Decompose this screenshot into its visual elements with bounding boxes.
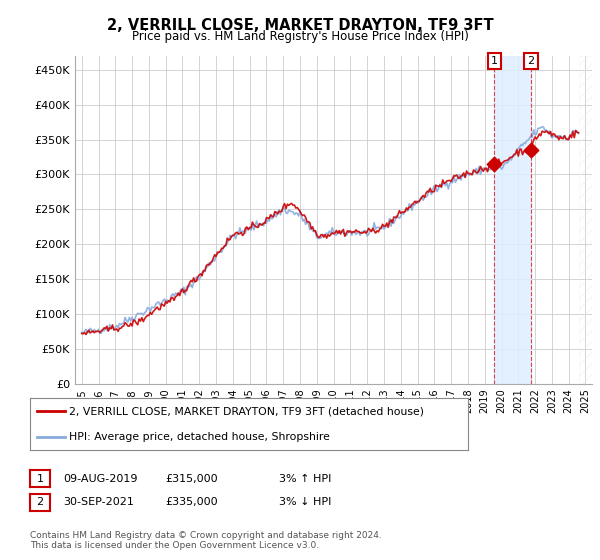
Text: 2, VERRILL CLOSE, MARKET DRAYTON, TF9 3FT: 2, VERRILL CLOSE, MARKET DRAYTON, TF9 3F…	[107, 18, 493, 33]
Bar	[494, 56, 531, 384]
Text: 1: 1	[491, 56, 498, 66]
Bar	[579, 56, 592, 384]
Text: HPI: Average price, detached house, Shropshire: HPI: Average price, detached house, Shro…	[70, 432, 330, 442]
Text: 2: 2	[527, 56, 535, 66]
Text: 30-SEP-2021: 30-SEP-2021	[63, 497, 134, 507]
Text: Contains HM Land Registry data © Crown copyright and database right 2024.
This d: Contains HM Land Registry data © Crown c…	[30, 531, 382, 550]
Text: £335,000: £335,000	[165, 497, 218, 507]
Point	[526, 146, 536, 155]
Text: Price paid vs. HM Land Registry's House Price Index (HPI): Price paid vs. HM Land Registry's House …	[131, 30, 469, 43]
Text: 3% ↓ HPI: 3% ↓ HPI	[279, 497, 331, 507]
Text: 2, VERRILL CLOSE, MARKET DRAYTON, TF9 3FT (detached house): 2, VERRILL CLOSE, MARKET DRAYTON, TF9 3F…	[70, 406, 424, 416]
Text: 09-AUG-2019: 09-AUG-2019	[63, 474, 137, 484]
Text: 1: 1	[37, 474, 43, 484]
Text: 2: 2	[37, 497, 43, 507]
Point	[490, 160, 499, 169]
Text: £315,000: £315,000	[165, 474, 218, 484]
Text: 3% ↑ HPI: 3% ↑ HPI	[279, 474, 331, 484]
